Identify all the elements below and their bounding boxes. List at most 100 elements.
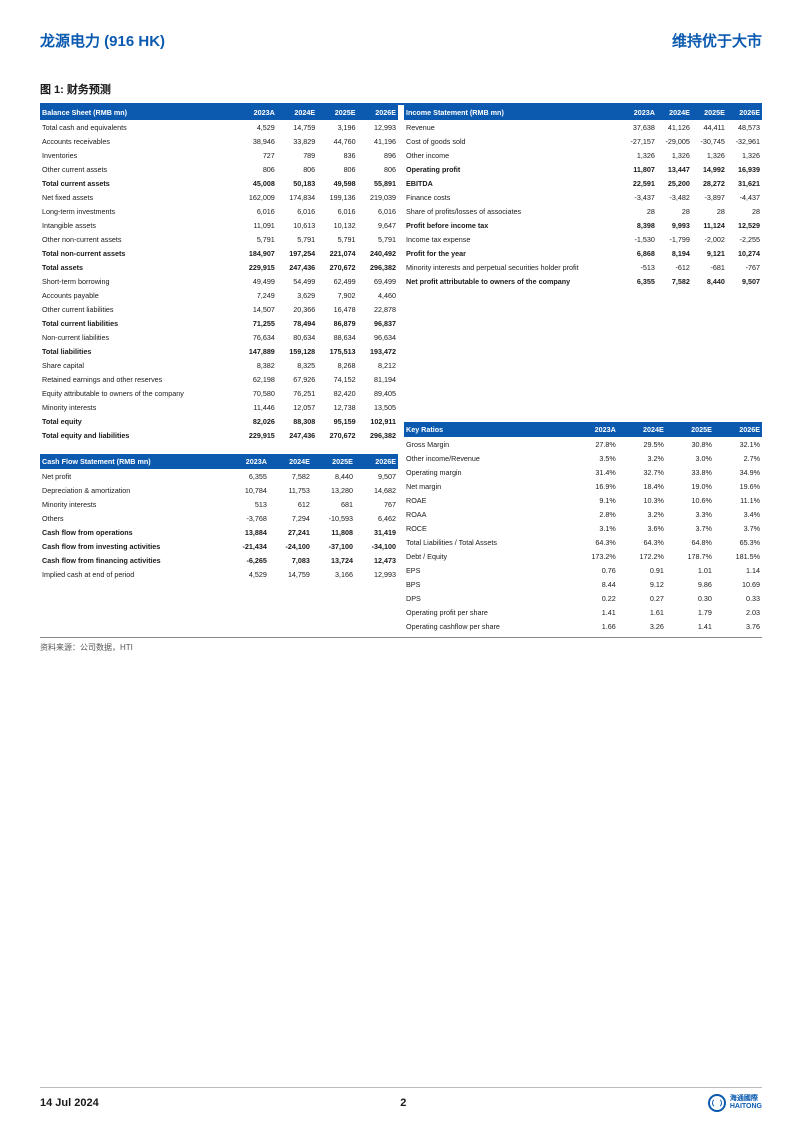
cell-value: 1.61 [618,605,666,619]
row-label: Net profit attributable to owners of the… [404,274,622,288]
table-title: Balance Sheet (RMB mn) [40,105,236,120]
cell-value: 247,436 [277,428,317,442]
cell-value: -32,961 [727,134,762,148]
key-ratios-table: Key Ratios 2023A 2024E 2025E 2026E Gross… [404,422,762,633]
cell-value: 54,499 [277,274,317,288]
cell-value: 32.7% [618,465,666,479]
cell-value: 0.33 [714,591,762,605]
row-label: Accounts payable [40,288,236,302]
cell-value: 28 [622,204,657,218]
brand-name: 海通國際HAITONG [730,1095,762,1110]
cell-value: 3.2% [618,451,666,465]
cell-value: 38,946 [236,134,276,148]
cell-value: 28 [657,204,692,218]
table-row: Total assets229,915247,436270,672296,382 [40,260,398,274]
row-label: Total cash and equivalents [40,120,236,134]
cell-value: 221,074 [317,246,357,260]
table-row: Operating margin31.4%32.7%33.8%34.9% [404,465,762,479]
row-label: ROAE [404,493,570,507]
cell-value: -4,437 [727,190,762,204]
table-row: Cost of goods sold-27,157-29,005-30,745-… [404,134,762,148]
cell-value: 1,326 [622,148,657,162]
cell-value: 16.9% [570,479,618,493]
table-row: Total current assets45,00850,18349,59855… [40,176,398,190]
cell-value: 41,126 [657,120,692,134]
cell-value: 3.0% [666,451,714,465]
table-row: Profit before income tax8,3989,99311,124… [404,218,762,232]
cell-value: 88,308 [277,414,317,428]
cell-value: 25,200 [657,176,692,190]
cell-value: 7,582 [657,274,692,288]
cell-value: -2,002 [692,232,727,246]
cell-value: 13,505 [358,400,398,414]
row-label: Intangible assets [40,218,236,232]
cell-value: 6,016 [236,204,276,218]
cell-value: -3,437 [622,190,657,204]
cell-value: 28,272 [692,176,727,190]
cell-value: 7,083 [269,553,312,567]
cell-value: 9,121 [692,246,727,260]
cell-value: 8,382 [236,358,276,372]
table-row: Net margin16.9%18.4%19.0%19.6% [404,479,762,493]
row-label: Net profit [40,469,226,483]
cell-value: 14,759 [277,120,317,134]
cell-value: 159,128 [277,344,317,358]
table-row: DPS0.220.270.300.33 [404,591,762,605]
table-row: Inventories727789836896 [40,148,398,162]
cell-value: -24,100 [269,539,312,553]
cell-value: -21,434 [226,539,269,553]
cell-value: 1.41 [666,619,714,633]
cell-value: -513 [622,260,657,274]
year-col: 2026E [358,105,398,120]
cell-value: 18.4% [618,479,666,493]
table-title: Cash Flow Statement (RMB mn) [40,454,226,469]
table-row: Other non-current assets5,7915,7915,7915… [40,232,398,246]
cell-value: 29.5% [618,437,666,451]
cell-value: 270,672 [317,428,357,442]
cell-value: 806 [277,162,317,176]
spacer [404,300,762,410]
cell-value: 14,507 [236,302,276,316]
cell-value: 8,398 [622,218,657,232]
cell-value: 49,598 [317,176,357,190]
cell-value: 31.4% [570,465,618,479]
row-label: Total liabilities [40,344,236,358]
cell-value: 7,582 [269,469,312,483]
cell-value: 172.2% [618,549,666,563]
cell-value: 5,791 [236,232,276,246]
row-label: Operating profit [404,162,622,176]
cell-value: 193,472 [358,344,398,358]
cell-value: 76,251 [277,386,317,400]
row-label: Accounts receivables [40,134,236,148]
cell-value: 9,507 [355,469,398,483]
cell-value: 88,634 [317,330,357,344]
cell-value: 270,672 [317,260,357,274]
cell-value: 80,634 [277,330,317,344]
row-label: ROCE [404,521,570,535]
row-label: Profit before income tax [404,218,622,232]
table-row: Other current liabilities14,50720,36616,… [40,302,398,316]
row-label: Equity attributable to owners of the com… [40,386,236,400]
cell-value: 30.8% [666,437,714,451]
cell-value: 3.1% [570,521,618,535]
cell-value: -3,482 [657,190,692,204]
rating-label: 维持优于大市 [672,30,762,51]
cell-value: 19.6% [714,479,762,493]
row-label: Operating cashflow per share [404,619,570,633]
cell-value: 31,621 [727,176,762,190]
cell-value: 3.26 [618,619,666,633]
row-label: Net fixed assets [40,190,236,204]
cell-value: 70,580 [236,386,276,400]
cell-value: 3.3% [666,507,714,521]
table-row: ROAA2.8%3.2%3.3%3.4% [404,507,762,521]
cell-value: 95,159 [317,414,357,428]
cell-value: 16,478 [317,302,357,316]
cell-value: 96,634 [358,330,398,344]
row-label: Cash flow from investing activities [40,539,226,553]
row-label: EBITDA [404,176,622,190]
cell-value: -3,897 [692,190,727,204]
row-label: Long-term investments [40,204,236,218]
year-col: 2024E [269,454,312,469]
table-row: Minority interests513612681767 [40,497,398,511]
brand-logo: 海通國際HAITONG [708,1094,762,1112]
